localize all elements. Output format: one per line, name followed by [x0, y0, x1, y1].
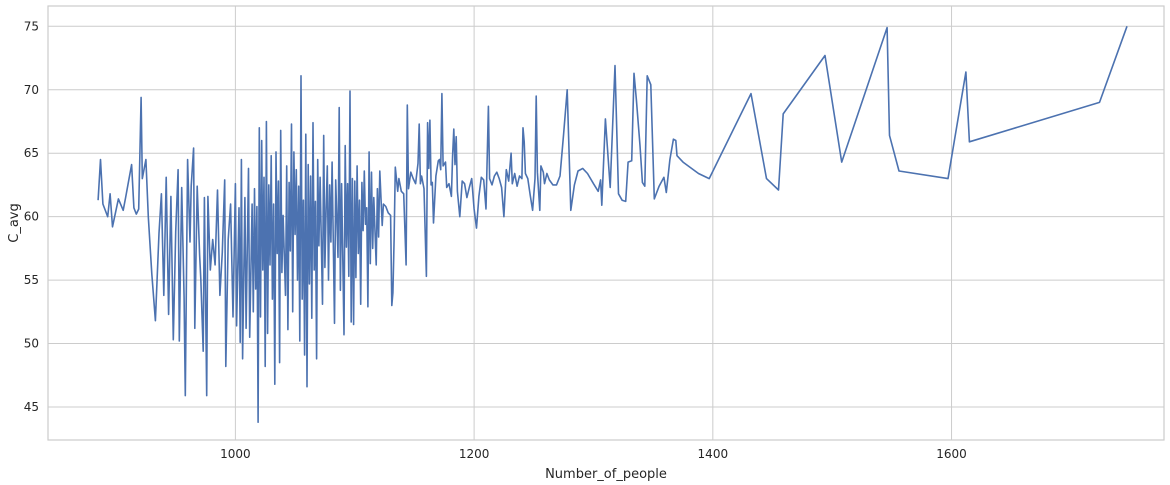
y-tick-label: 65	[24, 146, 39, 160]
x-tick-label: 1400	[698, 447, 729, 461]
series-line	[97, 26, 1128, 424]
y-tick-label: 70	[24, 83, 39, 97]
plot-area	[47, 5, 1165, 441]
y-tick-label: 60	[24, 210, 39, 224]
series-layer	[97, 26, 1128, 424]
x-tick-label: 1000	[220, 447, 251, 461]
tick-labels: 1000 1200 1400 1600 45 50 55 60 65 70 75	[24, 19, 967, 461]
y-tick-label: 45	[24, 400, 39, 414]
y-tick-label: 75	[24, 19, 39, 33]
x-tick-label: 1600	[936, 447, 967, 461]
x-tick-label: 1200	[459, 447, 490, 461]
y-axis-title: C_avg	[7, 203, 22, 243]
y-tick-label: 55	[24, 273, 39, 287]
x-axis-title: Number_of_people	[545, 467, 667, 482]
y-tick-label: 50	[24, 337, 39, 351]
